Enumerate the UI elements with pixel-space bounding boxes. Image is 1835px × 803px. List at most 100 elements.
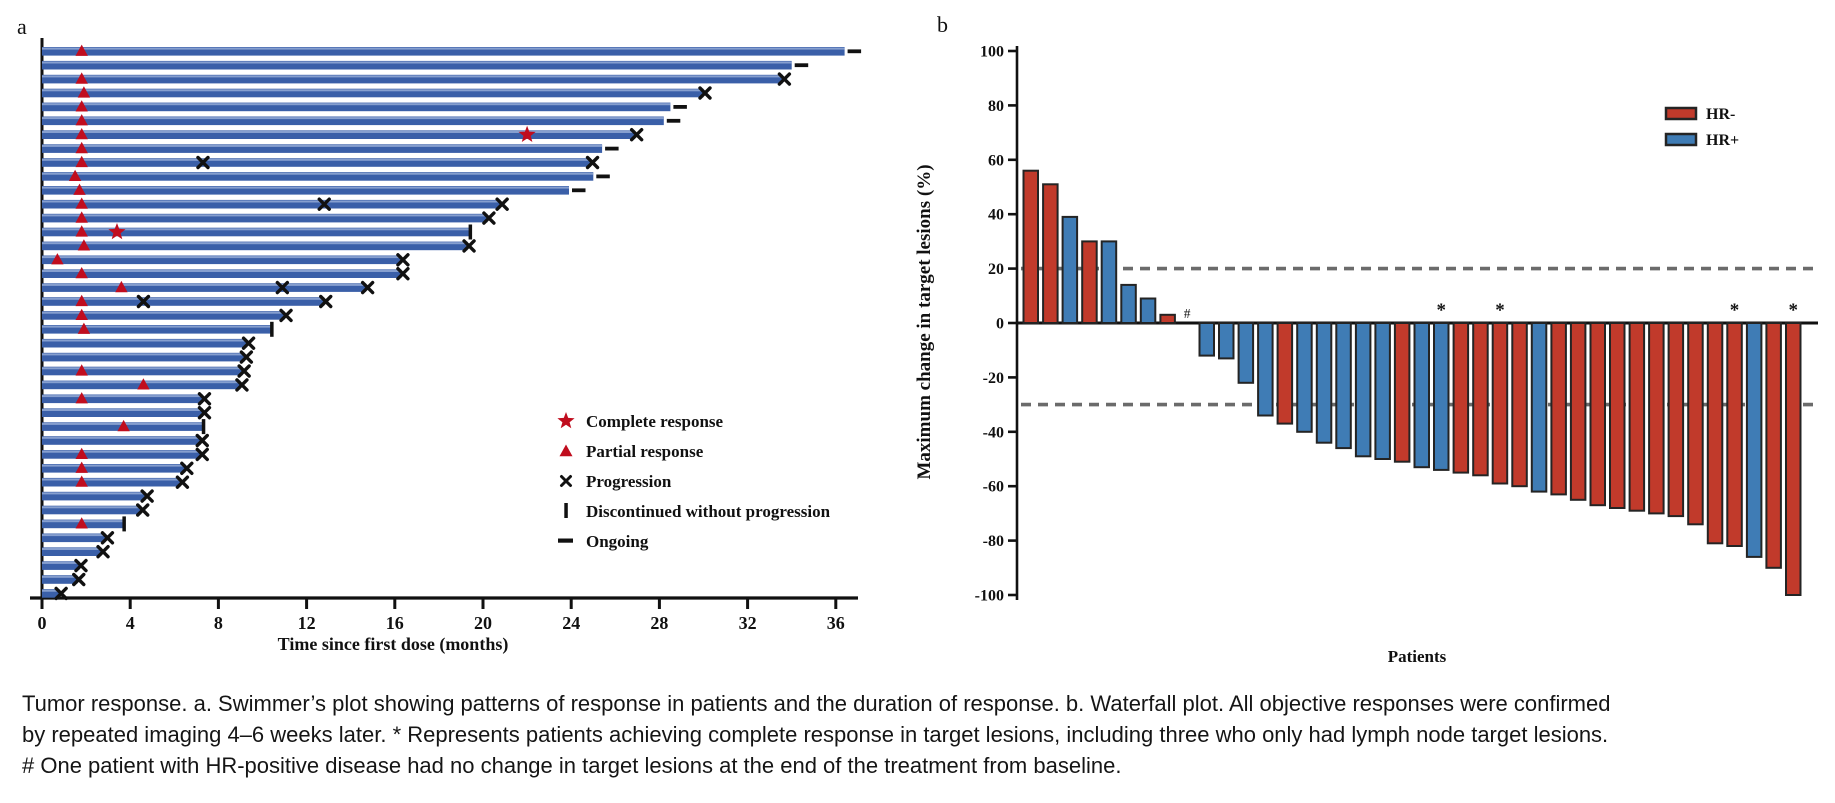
- swimmer-bar: [42, 477, 181, 487]
- swimmer-bar-highlight: [42, 561, 80, 564]
- swimmer-bar: [42, 561, 80, 570]
- swimmer-bar: [42, 394, 203, 404]
- x-marker-icon: [180, 461, 194, 475]
- swimmer-bar-highlight: [42, 589, 60, 592]
- swimmer-bar-highlight: [42, 61, 792, 64]
- swimmer-xtick-label: 4: [126, 613, 135, 633]
- swimmer-bar-highlight: [42, 283, 367, 286]
- swimmer-bar: [42, 102, 671, 112]
- x-marker-icon: [197, 392, 212, 406]
- swimmer-bar: [42, 505, 142, 515]
- x-marker-icon: [241, 336, 256, 350]
- ongoing-dash-icon: [572, 188, 586, 193]
- triangle-marker-icon: [77, 86, 91, 98]
- swimmer-xtick-label: 8: [214, 613, 223, 633]
- triangle-marker-icon: [117, 419, 130, 432]
- swimmer-bar: [42, 311, 285, 320]
- discontinued-bar-icon: [270, 321, 274, 337]
- x-marker-icon: [74, 558, 88, 573]
- waterfall-bar: [1667, 322, 1685, 518]
- x-marker-icon: [777, 72, 792, 86]
- swimmer-bar-highlight: [42, 409, 203, 411]
- star-marker-icon: [557, 412, 575, 429]
- swimmer-xtick-label: 20: [474, 613, 492, 633]
- swimmer-bar: [42, 47, 845, 56]
- swimmer-bar: [42, 408, 203, 417]
- swimmer-bar-highlight: [42, 506, 142, 509]
- x-marker-icon: [482, 211, 496, 225]
- discontinued-bar-icon: [468, 224, 473, 240]
- waterfall-bar: [1315, 322, 1333, 444]
- swimmer-bar-highlight: [42, 395, 203, 398]
- swimmer-legend-item: Complete response: [557, 412, 724, 431]
- x-marker-icon: [495, 197, 509, 211]
- waterfall-bar: [1296, 322, 1313, 433]
- waterfall-bar: [1393, 322, 1411, 463]
- swimmer-bar: [42, 144, 603, 153]
- x-marker-icon: [462, 239, 476, 253]
- figure-caption: Tumor response. a. Swimmer’s plot showin…: [22, 691, 1611, 778]
- triangle-marker-icon: [75, 225, 88, 237]
- swimmer-axes: 0 4 8 12 16 20 24 28 32 36 Time since first dose (…: [30, 38, 858, 655]
- star-marker-icon: [108, 223, 126, 240]
- waterfall-bar: [1452, 322, 1470, 474]
- swimmer-legend-item: Progression: [560, 472, 672, 491]
- swimmer-bar: [42, 172, 594, 181]
- triangle-marker-icon: [75, 72, 88, 84]
- waterfall-bar: [1042, 183, 1059, 324]
- waterfall-ytick-label: 80: [988, 98, 1004, 115]
- swimmer-bar-highlight: [42, 103, 671, 106]
- complete-response-asterisk: *: [1788, 300, 1798, 321]
- x-marker-icon: [136, 294, 151, 309]
- waterfall-bar: [1257, 322, 1274, 417]
- waterfall-bar: [1139, 297, 1157, 324]
- waterfall-ytick-label: -40: [983, 424, 1004, 441]
- triangle-marker-icon: [75, 155, 88, 168]
- waterfall-bar: [1765, 322, 1782, 569]
- waterfall-bar: [1100, 240, 1118, 324]
- swimmer-bar: [42, 450, 201, 459]
- x-marker-icon: [237, 364, 251, 378]
- waterfall-ytick-label: -100: [975, 588, 1004, 605]
- waterfall-legend-item: HR-: [1664, 106, 1735, 123]
- swimmer-bars: [42, 44, 862, 601]
- triangle-marker-icon: [115, 280, 128, 293]
- waterfall-ytick-label: 100: [980, 44, 1004, 61]
- discontinued-bar-icon: [564, 503, 568, 518]
- swimmer-bar-highlight: [42, 436, 201, 439]
- waterfall-bar: [1198, 322, 1215, 357]
- swimmer-bar-highlight: [42, 339, 248, 342]
- waterfall-legend-item: HR+: [1664, 132, 1739, 149]
- x-marker-icon: [275, 280, 290, 295]
- waterfall-bar: [1218, 322, 1235, 360]
- waterfall-bar: [1745, 322, 1763, 558]
- swimmer-bar: [42, 255, 402, 265]
- waterfall-bar: [1530, 322, 1548, 493]
- swimmer-bar-highlight: [42, 367, 243, 370]
- waterfall-bars: # * * * *: [1022, 169, 1802, 596]
- waterfall-bar: [1785, 322, 1802, 596]
- swimmer-bar: [42, 213, 488, 223]
- triangle-marker-icon: [137, 378, 150, 390]
- x-marker-icon: [629, 127, 644, 142]
- waterfall-bar: [1354, 322, 1372, 458]
- triangle-marker-icon: [77, 239, 91, 251]
- waterfall-bar: [1687, 322, 1704, 526]
- discontinued-bar-icon: [201, 419, 206, 435]
- triangle-marker-icon: [75, 447, 88, 459]
- swimmer-bar-highlight: [42, 75, 783, 78]
- swimmer-legend-label: Partial response: [586, 442, 704, 461]
- swimmer-bar-highlight: [42, 492, 146, 495]
- legend-swatch: [1664, 106, 1698, 121]
- swimmer-bar-highlight: [42, 256, 402, 259]
- x-marker-icon: [360, 280, 375, 295]
- swimmer-bar: [42, 352, 245, 362]
- x-marker-icon: [319, 294, 333, 309]
- x-marker-icon: [396, 253, 410, 267]
- swimmer-bar-highlight: [42, 353, 245, 356]
- ongoing-dash-icon: [794, 63, 809, 68]
- waterfall-bar: [1061, 215, 1079, 324]
- waterfall-plot-svg: 100 80 60 40 20 0 -20 -40 -60 -80 -100 Maximum chan…: [914, 44, 1818, 666]
- swimmer-bar-highlight: [42, 158, 591, 161]
- swimmer-bar-highlight: [42, 464, 186, 467]
